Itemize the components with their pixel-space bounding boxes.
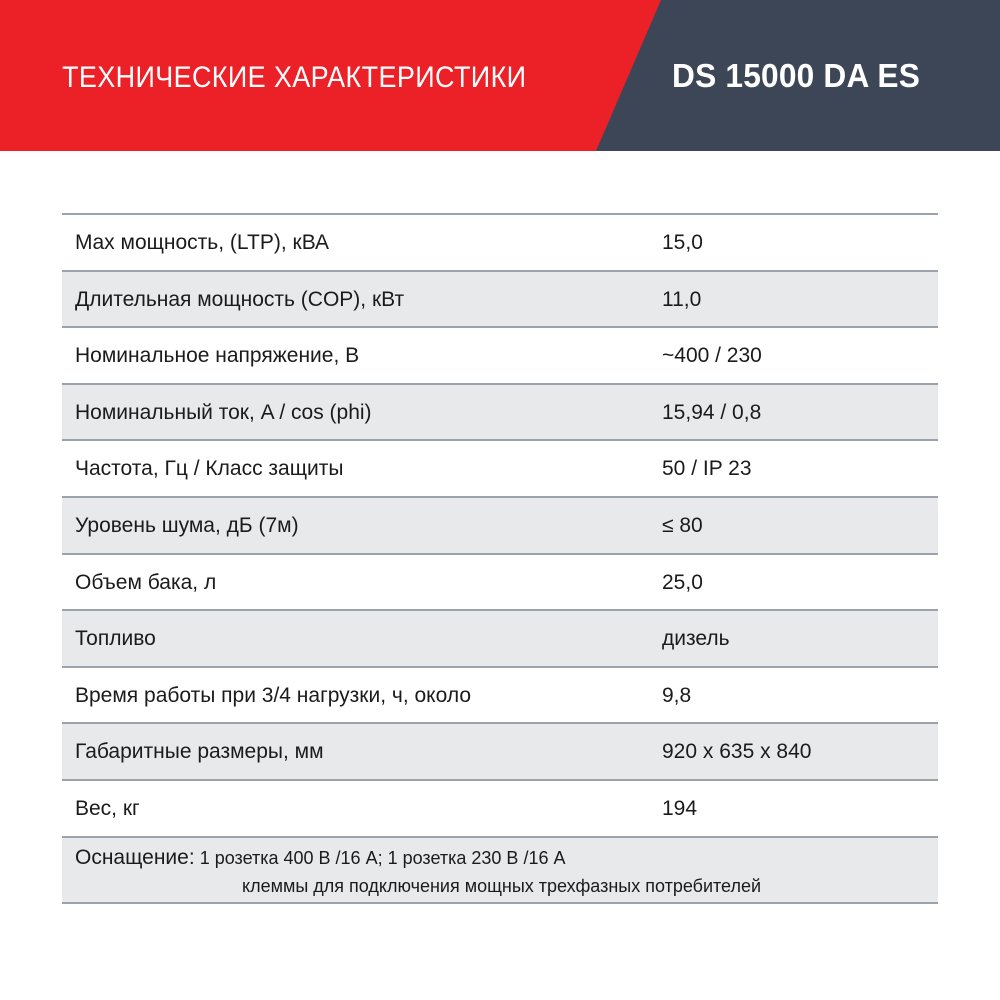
spec-value: 25,0 (662, 570, 703, 594)
table-row: Частота, Гц / Класс защиты 50 / IP 23 (62, 439, 938, 496)
equipment-line-2: клеммы для подключения мощных трехфазных… (242, 875, 762, 896)
spec-label: Уровень шума, дБ (7м) (75, 513, 299, 537)
spec-value: ≤ 80 (662, 513, 703, 537)
spec-label: Max мощность, (LTP), кВА (75, 231, 330, 254)
specifications-table: Max мощность, (LTP), кВА 15,0 Длительная… (62, 213, 938, 904)
spec-label: Время работы при 3/4 нагрузки, ч, около (75, 683, 471, 707)
spec-value: 11,0 (662, 287, 702, 311)
header-title: ТЕХНИЧЕСКИЕ ХАРАКТЕРИСТИКИ (62, 61, 527, 94)
spec-value: дизель (662, 627, 730, 651)
table-row: Время работы при 3/4 нагрузки, ч, около … (62, 665, 938, 723)
table-row: Длительная мощность (COP), кВт 11,0 (62, 269, 938, 327)
table-row: Топливо дизель (62, 609, 938, 666)
spec-value: ~400 / 230 (662, 344, 762, 368)
spec-value: 920 x 635 x 840 (662, 740, 812, 764)
spec-label: Частота, Гц / Класс защиты (75, 457, 344, 481)
equipment-title: Оснащение: (75, 845, 195, 869)
table-row: Габаритные размеры, мм 920 x 635 x 840 (62, 722, 938, 779)
table-row: Уровень шума, дБ (7м) ≤ 80 (62, 495, 938, 553)
spec-value: 15,94 / 0,8 (662, 400, 762, 424)
spec-label: Объем бака, л (75, 570, 217, 594)
table-row: Max мощность, (LTP), кВА 15,0 (62, 213, 938, 270)
spec-label: Номинальный ток, A / cos (phi) (75, 400, 372, 424)
spec-label: Номинальное напряжение, В (75, 344, 360, 368)
spec-label: Топливо (75, 627, 156, 651)
equipment-line-1: Оснащение: 1 розетка 400 В /16 А; 1 розе… (75, 844, 565, 872)
equipment-sockets: 1 розетка 400 В /16 А; 1 розетка 230 В /… (194, 847, 566, 868)
header-red-panel (0, 0, 661, 151)
spec-label: Габаритные размеры, мм (75, 740, 324, 764)
table-row: Объем бака, л 25,0 (62, 552, 938, 610)
spec-value: 194 (662, 796, 698, 820)
table-row: Номинальный ток, A / cos (phi) 15,94 / 0… (62, 382, 938, 440)
header-banner: ТЕХНИЧЕСКИЕ ХАРАКТЕРИСТИКИ DS 15000 DA E… (0, 0, 1000, 151)
spec-label: Вес, кг (75, 796, 140, 820)
spec-value: 50 / IP 23 (662, 457, 752, 481)
header-model-name: DS 15000 DA ES (672, 57, 921, 94)
table-row: Вес, кг 194 (62, 778, 938, 836)
table-row: Номинальное напряжение, В ~400 / 230 (62, 326, 938, 383)
spec-label: Длительная мощность (COP), кВт (75, 287, 405, 311)
spec-value: 15,0 (662, 231, 703, 254)
spec-value: 9,8 (662, 683, 692, 707)
equipment-row: Оснащение: 1 розетка 400 В /16 А; 1 розе… (62, 835, 938, 904)
